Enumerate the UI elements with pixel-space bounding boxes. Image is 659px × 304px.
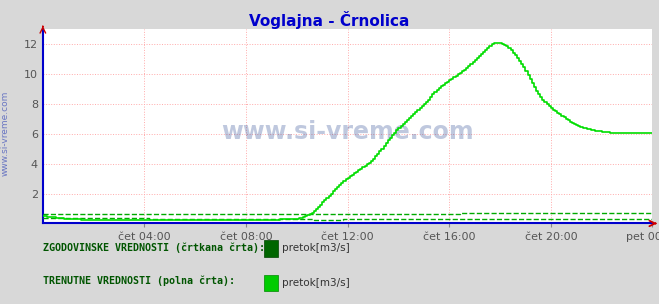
- Text: TRENUTNE VREDNOSTI (polna črta):: TRENUTNE VREDNOSTI (polna črta):: [43, 276, 235, 286]
- Text: Voglajna - Črnolica: Voglajna - Črnolica: [249, 11, 410, 29]
- Text: www.si-vreme.com: www.si-vreme.com: [1, 91, 10, 176]
- Text: pretok[m3/s]: pretok[m3/s]: [282, 278, 350, 288]
- Text: www.si-vreme.com: www.si-vreme.com: [221, 120, 474, 144]
- Text: ZGODOVINSKE VREDNOSTI (črtkana črta):: ZGODOVINSKE VREDNOSTI (črtkana črta):: [43, 243, 265, 253]
- Text: pretok[m3/s]: pretok[m3/s]: [282, 244, 350, 253]
